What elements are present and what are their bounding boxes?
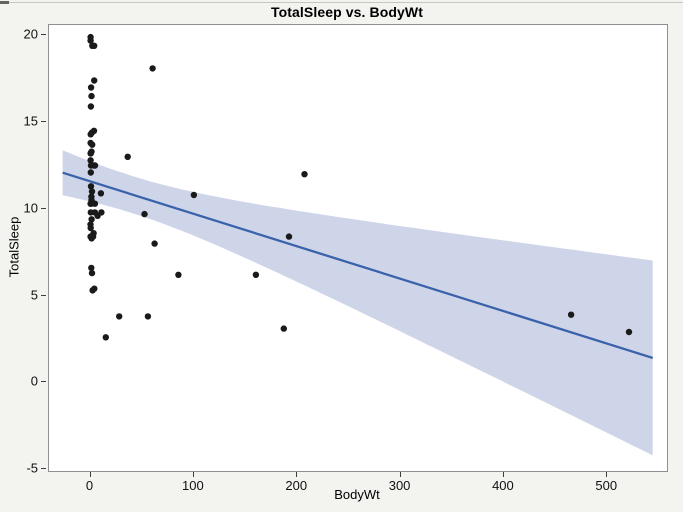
y-tick-label: 20 [23, 26, 38, 42]
data-point[interactable] [87, 183, 95, 190]
x-tick-label: 300 [388, 478, 411, 493]
data-point[interactable] [88, 264, 95, 272]
data-point[interactable] [88, 216, 95, 223]
window-edge-mark [0, 1, 9, 4]
x-tick [502, 472, 504, 477]
data-point[interactable] [116, 313, 123, 320]
data-point[interactable] [88, 92, 95, 100]
data-point[interactable] [97, 190, 105, 197]
y-tick-label: 5 [30, 287, 38, 303]
y-tick [41, 294, 46, 296]
data-point[interactable] [285, 233, 293, 240]
data-point[interactable] [88, 235, 95, 242]
regression-line [62, 171, 654, 360]
x-axis-label: BodyWt [334, 487, 380, 502]
data-point[interactable] [89, 141, 96, 148]
data-point[interactable] [87, 157, 94, 164]
data-point[interactable] [91, 200, 99, 207]
x-tick-label: 0 [85, 478, 94, 493]
x-tick [606, 472, 608, 477]
y-tick [41, 468, 46, 470]
data-point[interactable] [87, 37, 94, 44]
data-point[interactable] [625, 328, 633, 336]
y-tick [41, 34, 46, 36]
y-tick-label: 15 [23, 113, 38, 129]
x-tick [89, 472, 91, 477]
data-point[interactable] [144, 313, 152, 320]
data-point[interactable] [91, 77, 98, 84]
data-point[interactable] [88, 269, 96, 277]
y-tick-label: 10 [23, 200, 38, 216]
data-point[interactable] [280, 325, 287, 332]
data-point[interactable] [252, 271, 260, 278]
data-point[interactable] [151, 240, 158, 247]
x-tick [296, 472, 298, 477]
data-point[interactable] [89, 287, 96, 294]
y-axis-label: TotalSleep [6, 216, 22, 278]
x-tick-label: 200 [285, 478, 308, 493]
y-tick-label: 0 [30, 373, 38, 389]
data-point[interactable] [141, 210, 148, 218]
data-point[interactable] [87, 131, 94, 138]
data-point[interactable] [190, 191, 198, 199]
x-tick [399, 472, 401, 477]
data-point[interactable] [91, 42, 98, 49]
y-tick [41, 381, 46, 383]
data-point[interactable] [91, 162, 99, 169]
scatter-canvas [62, 33, 654, 456]
plot-area[interactable] [48, 24, 668, 472]
data-point[interactable] [88, 188, 96, 195]
data-point[interactable] [567, 311, 575, 318]
data-point[interactable] [87, 169, 94, 176]
data-point[interactable] [301, 171, 308, 178]
data-point[interactable] [149, 65, 156, 72]
data-point[interactable] [87, 103, 95, 110]
data-point[interactable] [175, 271, 182, 278]
data-point[interactable] [87, 150, 94, 157]
confidence-band [62, 150, 653, 456]
data-point[interactable] [124, 153, 131, 160]
x-tick-label: 400 [492, 478, 514, 493]
data-point[interactable] [87, 84, 95, 91]
top-divider [0, 2, 683, 3]
y-tick [41, 121, 46, 123]
y-tick [41, 207, 46, 209]
y-tick-label: -5 [26, 460, 38, 476]
data-point[interactable] [87, 224, 94, 232]
chart-title: TotalSleep vs. BodyWt [271, 4, 423, 20]
x-tick-label: 500 [595, 478, 618, 493]
data-point[interactable] [102, 334, 109, 341]
x-tick-label: 100 [182, 478, 204, 493]
data-point[interactable] [94, 212, 101, 219]
x-tick [192, 472, 194, 477]
